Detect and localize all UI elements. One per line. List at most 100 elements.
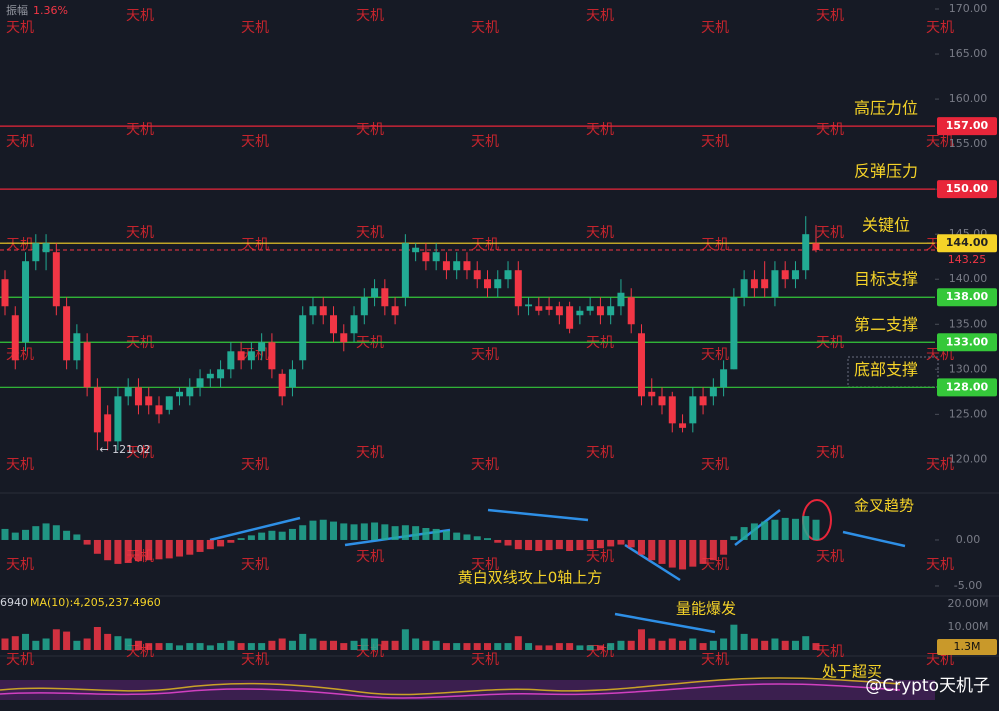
watermark: 天机 bbox=[816, 122, 844, 138]
macd-bar bbox=[340, 523, 348, 540]
volume-bar bbox=[52, 629, 60, 650]
volume-bar bbox=[32, 640, 40, 650]
watermark: 天机 bbox=[241, 557, 269, 573]
level-badge bbox=[937, 234, 997, 253]
macd-bar bbox=[709, 539, 717, 561]
volume-bar bbox=[432, 640, 440, 650]
macd-bar bbox=[607, 539, 615, 547]
level-value: 138.00 bbox=[946, 290, 989, 303]
macd-bar bbox=[535, 539, 543, 552]
watermark: 天机 bbox=[816, 335, 844, 351]
volume-bar bbox=[494, 643, 502, 650]
candle-body bbox=[381, 288, 389, 307]
volume-annotation: 量能爆发 bbox=[676, 600, 736, 618]
level-name: 反弹压力 bbox=[854, 162, 918, 181]
macd-bar bbox=[22, 529, 30, 540]
candle-body bbox=[453, 261, 461, 271]
macd-bar bbox=[288, 528, 296, 540]
macd-bar bbox=[781, 517, 789, 540]
candle-body bbox=[114, 396, 122, 442]
watermark: 天机 bbox=[126, 122, 154, 138]
candle-body bbox=[637, 333, 645, 397]
y-tick-label: 165.00 bbox=[949, 47, 988, 60]
candle-body bbox=[555, 306, 563, 316]
volume-bar bbox=[566, 643, 574, 650]
rsi-line bbox=[0, 677, 901, 696]
macd-bar bbox=[309, 520, 317, 540]
macd-bar bbox=[93, 539, 101, 554]
volume-bar bbox=[278, 638, 286, 650]
volume-bar bbox=[93, 626, 101, 650]
macd-bar bbox=[668, 539, 676, 568]
volume-bar bbox=[525, 643, 533, 650]
watermark: 天机 bbox=[926, 457, 954, 473]
candle-body bbox=[155, 405, 163, 415]
macd-bar bbox=[730, 536, 738, 540]
volume-bar bbox=[381, 640, 389, 650]
macd-bar bbox=[761, 521, 769, 540]
macd-bar bbox=[525, 539, 533, 551]
macd-bar bbox=[330, 521, 338, 540]
volume-bar bbox=[658, 640, 666, 650]
level-value: 144.00 bbox=[946, 236, 989, 249]
macd-bar bbox=[401, 525, 409, 540]
volume-bar bbox=[668, 638, 676, 650]
candle-body bbox=[52, 252, 60, 307]
level-value: 150.00 bbox=[946, 182, 989, 195]
watermark: 天机 bbox=[241, 457, 269, 473]
rsi-annotation: 处于超买 bbox=[822, 663, 882, 681]
y-tick-label: 130.00 bbox=[949, 362, 988, 375]
watermark: 天机 bbox=[926, 557, 954, 573]
volume-header: 6940 bbox=[0, 596, 28, 609]
macd-bar bbox=[412, 526, 420, 540]
level-name: 关键位 bbox=[862, 216, 910, 235]
macd-bar bbox=[227, 539, 235, 543]
candle-body bbox=[186, 387, 194, 397]
volume-bar bbox=[545, 645, 553, 650]
macd-bar bbox=[217, 539, 225, 547]
watermark: 天机 bbox=[586, 549, 614, 565]
watermark: 天机 bbox=[241, 237, 269, 253]
watermark: 天机 bbox=[471, 557, 499, 573]
candle-body bbox=[134, 387, 142, 406]
candle-body bbox=[401, 243, 409, 298]
macd-bar bbox=[473, 536, 481, 540]
candle-body bbox=[104, 414, 112, 442]
macd-bar bbox=[247, 535, 255, 540]
candle-body bbox=[730, 297, 738, 370]
volume-bar bbox=[802, 636, 810, 650]
macd-bar bbox=[637, 539, 645, 555]
candle-body bbox=[535, 306, 543, 311]
candle-body bbox=[165, 396, 173, 410]
macd-bar bbox=[360, 523, 368, 540]
level-name: 目标支撑 bbox=[854, 270, 918, 289]
macd-bar bbox=[596, 539, 604, 549]
volume-bar bbox=[227, 640, 235, 650]
macd-bar bbox=[134, 539, 142, 562]
volume-bar bbox=[360, 638, 368, 650]
volume-bar bbox=[401, 629, 409, 650]
volume-bar bbox=[422, 640, 430, 650]
watermark: 天机 bbox=[6, 652, 34, 668]
macd-bar bbox=[586, 539, 594, 550]
candle-body bbox=[309, 306, 317, 316]
macd-bar bbox=[658, 539, 666, 564]
candle-body bbox=[566, 306, 574, 329]
macd-bar bbox=[566, 539, 574, 552]
watermark: 天机 bbox=[356, 549, 384, 565]
candle-body bbox=[73, 333, 81, 361]
candle-body bbox=[145, 396, 153, 406]
macd-bar bbox=[504, 539, 512, 546]
candle-body bbox=[350, 315, 358, 334]
macd-annotation: 金叉趋势 bbox=[854, 497, 914, 515]
candle-body bbox=[740, 279, 748, 298]
macd-bar bbox=[299, 525, 307, 540]
watermark: 天机 bbox=[6, 237, 34, 253]
macd-bar bbox=[145, 539, 153, 561]
candle-body bbox=[586, 306, 594, 311]
volume-bar bbox=[607, 643, 615, 650]
candle-body bbox=[689, 396, 697, 424]
macd-bar bbox=[176, 539, 184, 557]
